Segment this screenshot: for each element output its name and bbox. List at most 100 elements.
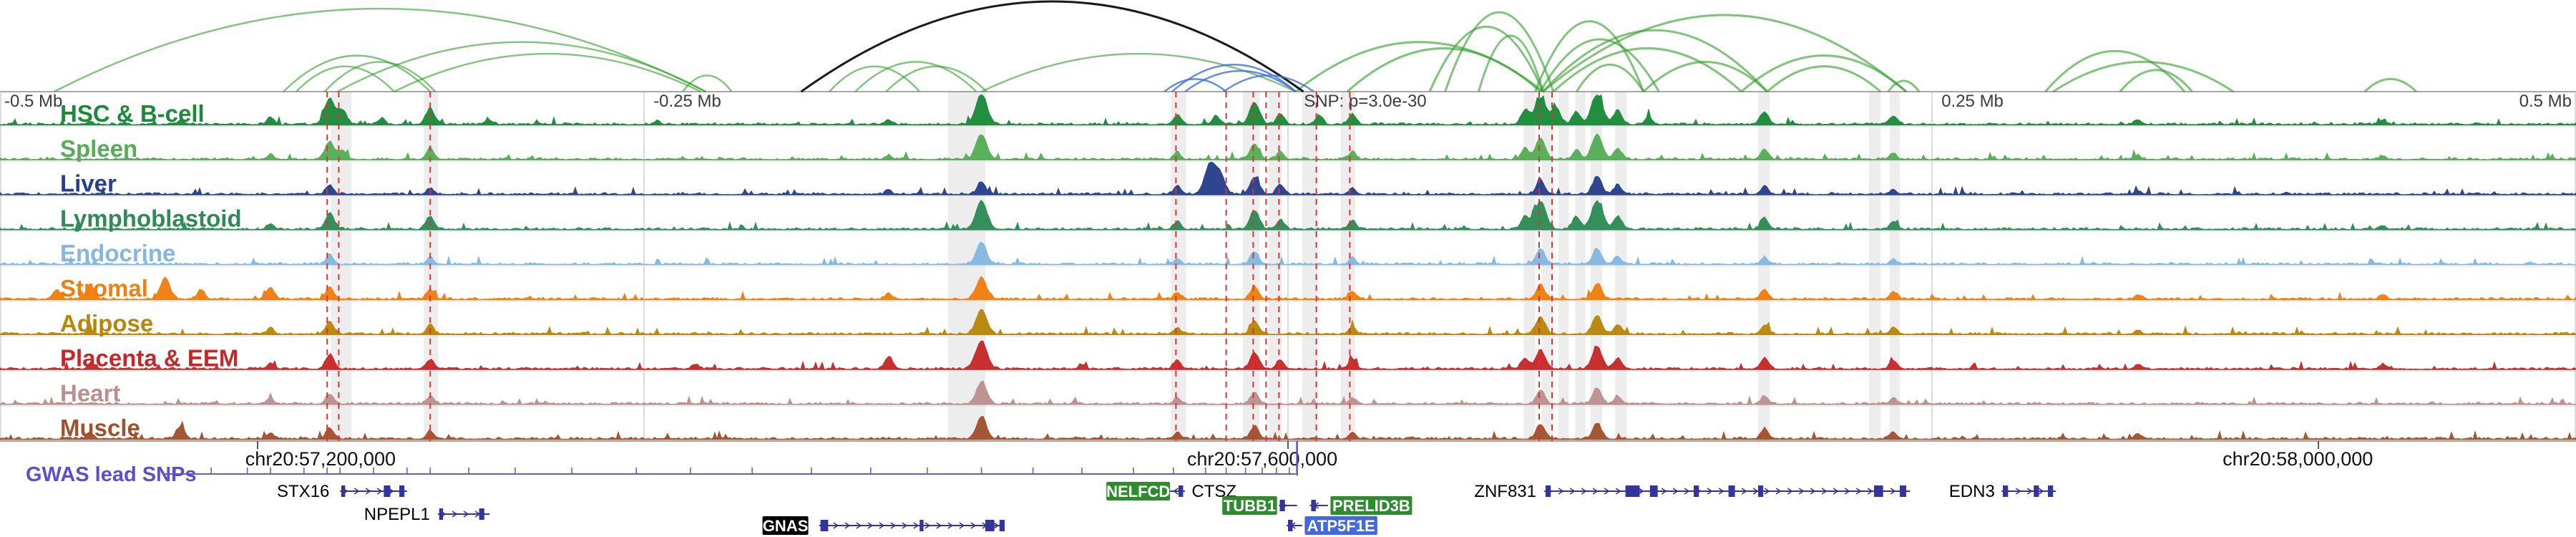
track-label: Muscle <box>60 415 140 441</box>
gene-exon <box>999 520 1005 531</box>
gene-strand-arrow-icon <box>833 522 839 529</box>
signal-track <box>0 161 2576 195</box>
coordinate-label: chr20:57,200,000 <box>245 448 396 470</box>
interaction-arc-green <box>1740 54 1907 93</box>
interaction-arc-green <box>1346 47 1541 93</box>
gene-label: STX16 <box>277 482 329 501</box>
gene-exon <box>1900 485 1906 497</box>
gene-exon <box>1694 485 1699 497</box>
interaction-arc-green <box>2044 49 2185 92</box>
interaction-arc-green <box>296 65 395 92</box>
gene-exon <box>1279 500 1285 511</box>
interaction-arc-green <box>2363 77 2417 93</box>
gene-label-box <box>1106 482 1171 500</box>
gene-label: EDN3 <box>1949 482 1995 501</box>
interaction-arc-green <box>1428 25 1544 92</box>
gwas-track-label: GWAS lead SNPs <box>26 463 197 486</box>
gene-strand-arrow-icon <box>463 511 469 518</box>
gene-strand-arrow-icon <box>1821 488 1828 495</box>
interaction-arc-blue <box>1184 69 1297 92</box>
gene-strand-arrow-icon <box>1752 488 1759 495</box>
gene-strand-arrow-icon <box>1833 488 1839 495</box>
track-label: Lymphoblastoid <box>60 205 242 231</box>
gene-strand-arrow-icon <box>1569 488 1576 495</box>
gene-strand-arrow-icon <box>1844 488 1850 495</box>
gene-strand-arrow-icon <box>844 522 851 529</box>
gene-label-box <box>1222 496 1277 515</box>
gene-exon <box>2034 485 2039 497</box>
interaction-arc-green <box>54 7 706 93</box>
axis-label: -0.25 Mb <box>653 92 721 111</box>
gene-exon <box>1758 485 1764 497</box>
coordinate-label: chr20:58,000,000 <box>2223 448 2373 470</box>
interaction-arc-green <box>1444 11 1555 92</box>
interaction-arc-green <box>854 61 977 92</box>
gene-strand-arrow-icon <box>1764 488 1770 495</box>
interaction-arc-green <box>1766 65 1881 93</box>
interaction-arc-green <box>1477 34 1544 92</box>
gene-exon <box>1728 485 1735 497</box>
gene-exon <box>479 508 484 520</box>
gene-label: ZNF831 <box>1474 482 1536 501</box>
interaction-arc-black <box>800 0 1304 93</box>
gene-strand-arrow-icon <box>1890 488 1896 495</box>
gene-exon <box>439 508 444 520</box>
track-label: Adipose <box>60 310 153 337</box>
signal-track <box>0 276 2576 301</box>
gene-strand-arrow-icon <box>947 522 954 529</box>
interaction-arc-green <box>885 65 987 92</box>
interaction-arc-green <box>337 41 706 93</box>
gene-exon <box>1288 520 1293 531</box>
gene-label: NPEPL1 <box>364 505 430 524</box>
gene-exon <box>919 520 924 531</box>
track-label: Liver <box>60 170 117 197</box>
signal-track <box>0 415 2576 440</box>
gene-strand-arrow-icon <box>353 488 360 495</box>
gene-strand-arrow-icon <box>1172 488 1179 495</box>
signal-track <box>0 340 2576 370</box>
gene-label: NELFCD <box>1106 483 1170 500</box>
gene-strand-arrow-icon <box>936 522 942 529</box>
interaction-arc-blue <box>1163 78 1227 92</box>
interaction-arc-green <box>2119 69 2193 92</box>
gene-strand-arrow-icon <box>1672 488 1679 495</box>
interaction-arc-green <box>1887 79 1921 92</box>
gene-strand-arrow-icon <box>1798 488 1805 495</box>
axis-label: 0.5 Mb <box>2519 92 2572 111</box>
signal-track <box>0 241 2576 266</box>
axis-label: 0.25 Mb <box>1941 92 2004 111</box>
interaction-arc-green <box>1539 38 1660 92</box>
signal-track <box>0 133 2576 160</box>
gene-strand-arrow-icon <box>1810 488 1816 495</box>
gene-exon <box>399 485 405 497</box>
gene-strand-arrow-icon <box>2038 488 2044 495</box>
interaction-arc-green <box>829 65 921 92</box>
gene-strand-arrow-icon <box>1661 488 1667 495</box>
coordinate-label: chr20:57,600,000 <box>1187 448 1337 470</box>
gene-strand-arrow-icon <box>1867 488 1873 495</box>
interaction-arc-green <box>1534 20 1645 92</box>
signal-track <box>0 94 2576 126</box>
gene-strand-arrow-icon <box>1615 488 1621 495</box>
gene-strand-arrow-icon <box>1855 488 1862 495</box>
gene-exon <box>384 485 391 497</box>
axis-label: SNP: p=3.0e-30 <box>1304 92 1426 111</box>
gene-strand-arrow-icon <box>890 522 897 529</box>
interaction-arc-blue <box>1223 74 1314 92</box>
signal-track <box>0 199 2576 231</box>
gene-strand-arrow-icon <box>959 522 965 529</box>
gene-strand-arrow-icon <box>1604 488 1610 495</box>
track-label: HSC & B-cell <box>60 100 205 127</box>
gene-strand-arrow-icon <box>1592 488 1599 495</box>
interaction-arc-green <box>2052 61 2235 93</box>
gene-strand-arrow-icon <box>365 488 371 495</box>
gene-exon <box>1179 485 1184 497</box>
track-label: Placenta & EEM <box>60 345 238 372</box>
gene-strand-arrow-icon <box>452 511 458 518</box>
interaction-arc-green <box>1642 61 1768 93</box>
gene-strand-arrow-icon <box>924 522 931 529</box>
gene-exon <box>1625 485 1640 497</box>
track-label: Spleen <box>60 135 137 162</box>
